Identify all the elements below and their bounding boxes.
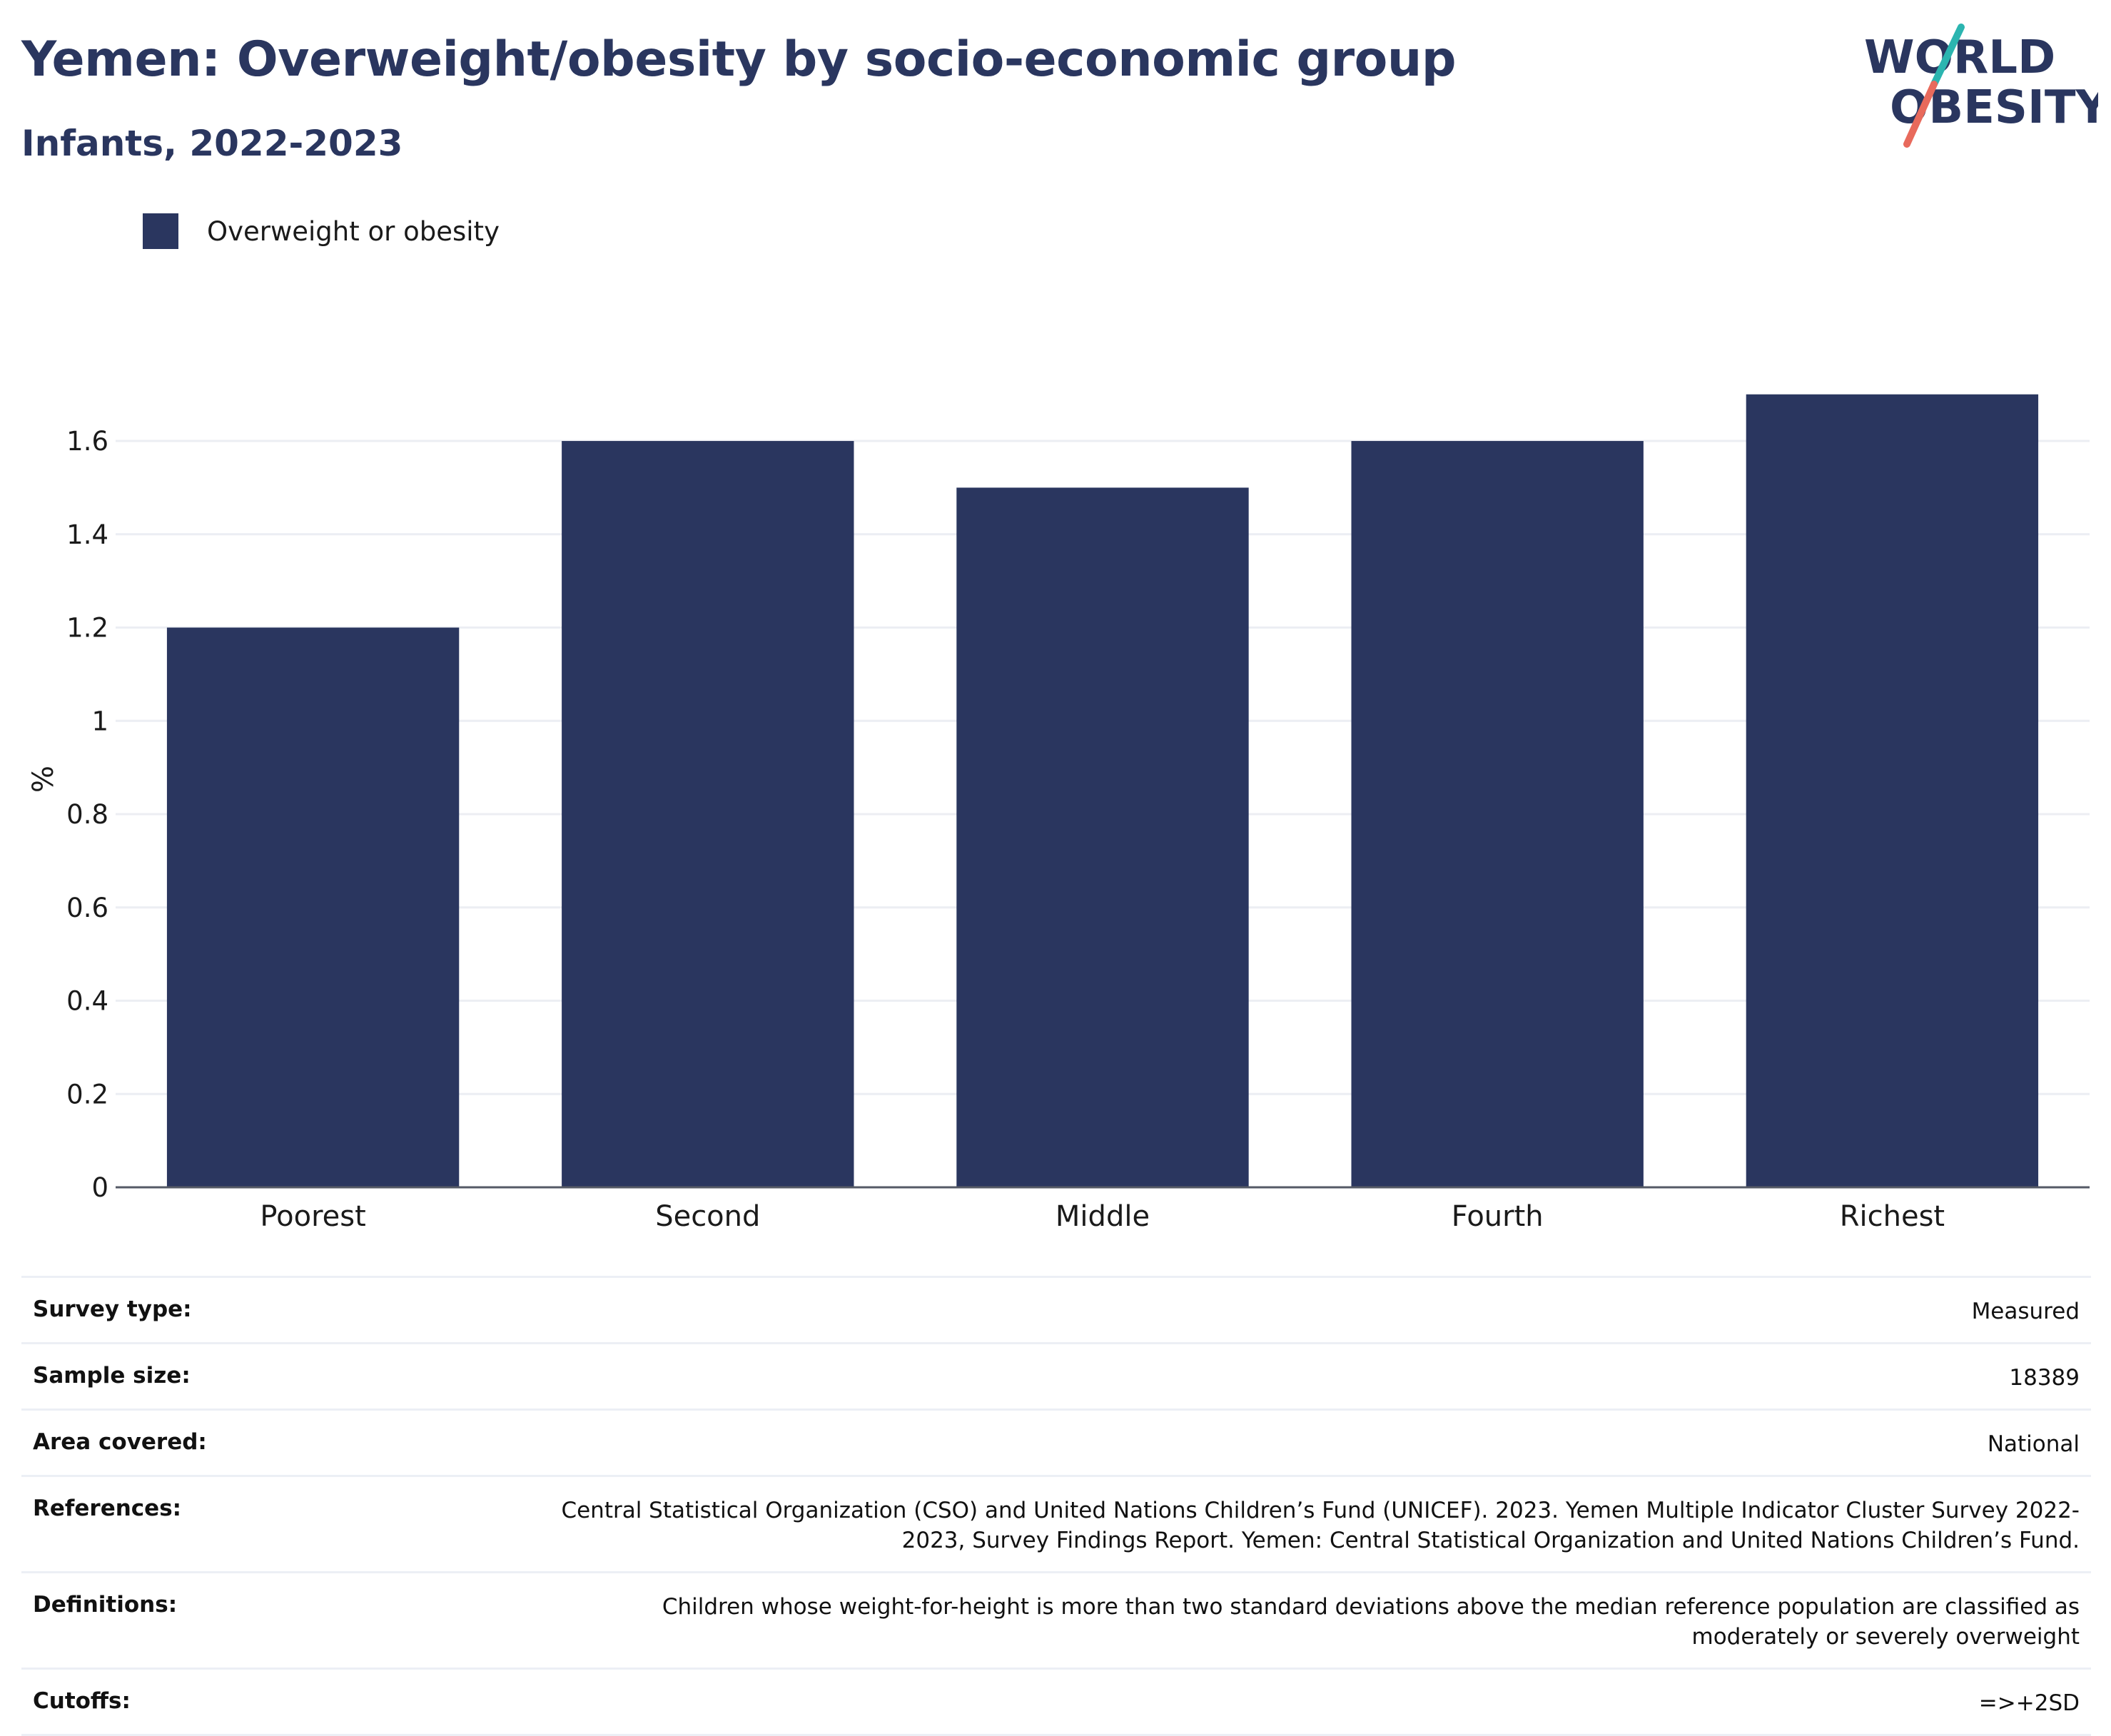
y-tick-label: 0.2 — [66, 1079, 108, 1110]
y-tick-label: 1.2 — [66, 613, 108, 644]
bar-middle[interactable] — [956, 487, 1249, 1187]
area-covered-label: Area covered: — [33, 1429, 207, 1455]
x-tick-label: Richest — [1840, 1200, 1945, 1233]
y-tick-label: 0.4 — [66, 986, 108, 1017]
sample-size-label: Sample size: — [33, 1363, 191, 1389]
info-row-cutoffs: Cutoffs: =>+2SD — [21, 1668, 2091, 1736]
axis-layer: 0 0.2 0.4 0.6 0.8 1 1.2 1.4 1.6 Poorest Second Midd… — [66, 426, 2090, 1233]
page-subtitle: Infants, 2022-2023 — [21, 123, 403, 164]
logo-slash-coral — [1903, 81, 1938, 148]
x-tick-label: Fourth — [1452, 1200, 1544, 1233]
cutoffs-value: =>+2SD — [1978, 1690, 2080, 1716]
page-title: Yemen: Overweight/obesity by socio-econo… — [21, 31, 1457, 88]
bar-richest[interactable] — [1746, 394, 2039, 1187]
definitions-label: Definitions: — [33, 1592, 178, 1618]
x-tick-label: Poorest — [260, 1200, 365, 1233]
bar-fourth[interactable] — [1351, 441, 1644, 1187]
survey-type-value: Measured — [1971, 1299, 2080, 1324]
world-obesity-logo: WORLD OBESITY — [1864, 24, 2098, 148]
legend: Overweight or obesity — [143, 213, 500, 250]
legend-label[interactable]: Overweight or obesity — [207, 215, 500, 247]
y-tick-label: 1.4 — [66, 519, 108, 550]
survey-type-label: Survey type: — [33, 1296, 192, 1322]
info-row-references: References: Central Statistical Organiza… — [21, 1475, 2091, 1571]
x-tick-label: Second — [655, 1200, 760, 1233]
bar-poorest[interactable] — [166, 627, 460, 1187]
references-label: References: — [33, 1496, 182, 1521]
info-row-survey-type: Survey type: Measured — [21, 1276, 2091, 1342]
x-tick-label: Middle — [1056, 1200, 1150, 1233]
y-tick-label: 0.8 — [66, 799, 108, 830]
sample-size-value: 18389 — [2009, 1365, 2080, 1391]
bar-second[interactable] — [562, 441, 854, 1187]
y-tick-label: 0 — [91, 1172, 108, 1203]
info-row-definitions: Definitions: Children whose weight-for-h… — [21, 1571, 2091, 1668]
bar-chart: 0 0.2 0.4 0.6 0.8 1 1.2 1.4 1.6 Poorest Second Midd… — [27, 394, 2090, 1233]
cutoffs-label: Cutoffs: — [33, 1688, 131, 1714]
area-covered-value: National — [1987, 1431, 2080, 1457]
legend-swatch[interactable] — [143, 213, 178, 249]
references-value: Central Statistical Organization (CSO) a… — [561, 1498, 2080, 1553]
info-row-sample-size: Sample size: 18389 — [21, 1342, 2091, 1408]
y-axis-title: % — [27, 766, 60, 793]
logo-line-1: WORLD — [1864, 31, 2055, 84]
definitions-value: Children whose weight-for-height is more… — [662, 1594, 2080, 1650]
y-tick-label: 0.6 — [66, 893, 108, 923]
y-tick-label: 1 — [91, 706, 108, 736]
info-row-area-covered: Area covered: National — [21, 1408, 2091, 1475]
logo-slash-teal — [1930, 24, 1965, 88]
y-tick-label: 1.6 — [66, 426, 108, 457]
bar-layer — [166, 394, 2039, 1187]
survey-info-table: Survey type: Measured Sample size: 18389… — [21, 1276, 2091, 1736]
